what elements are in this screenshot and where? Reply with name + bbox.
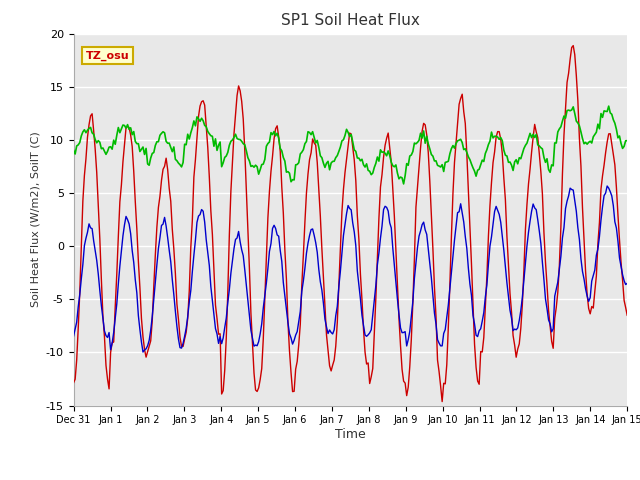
Title: SP1 Soil Heat Flux: SP1 Soil Heat Flux <box>281 13 420 28</box>
X-axis label: Time: Time <box>335 428 366 441</box>
Text: TZ_osu: TZ_osu <box>86 50 129 60</box>
Legend: sp1_SHF_2, sp1_SHF_1, sp1_SHF_T: sp1_SHF_2, sp1_SHF_1, sp1_SHF_T <box>187 477 514 480</box>
Y-axis label: Soil Heat Flux (W/m2), SoilT (C): Soil Heat Flux (W/m2), SoilT (C) <box>30 132 40 308</box>
